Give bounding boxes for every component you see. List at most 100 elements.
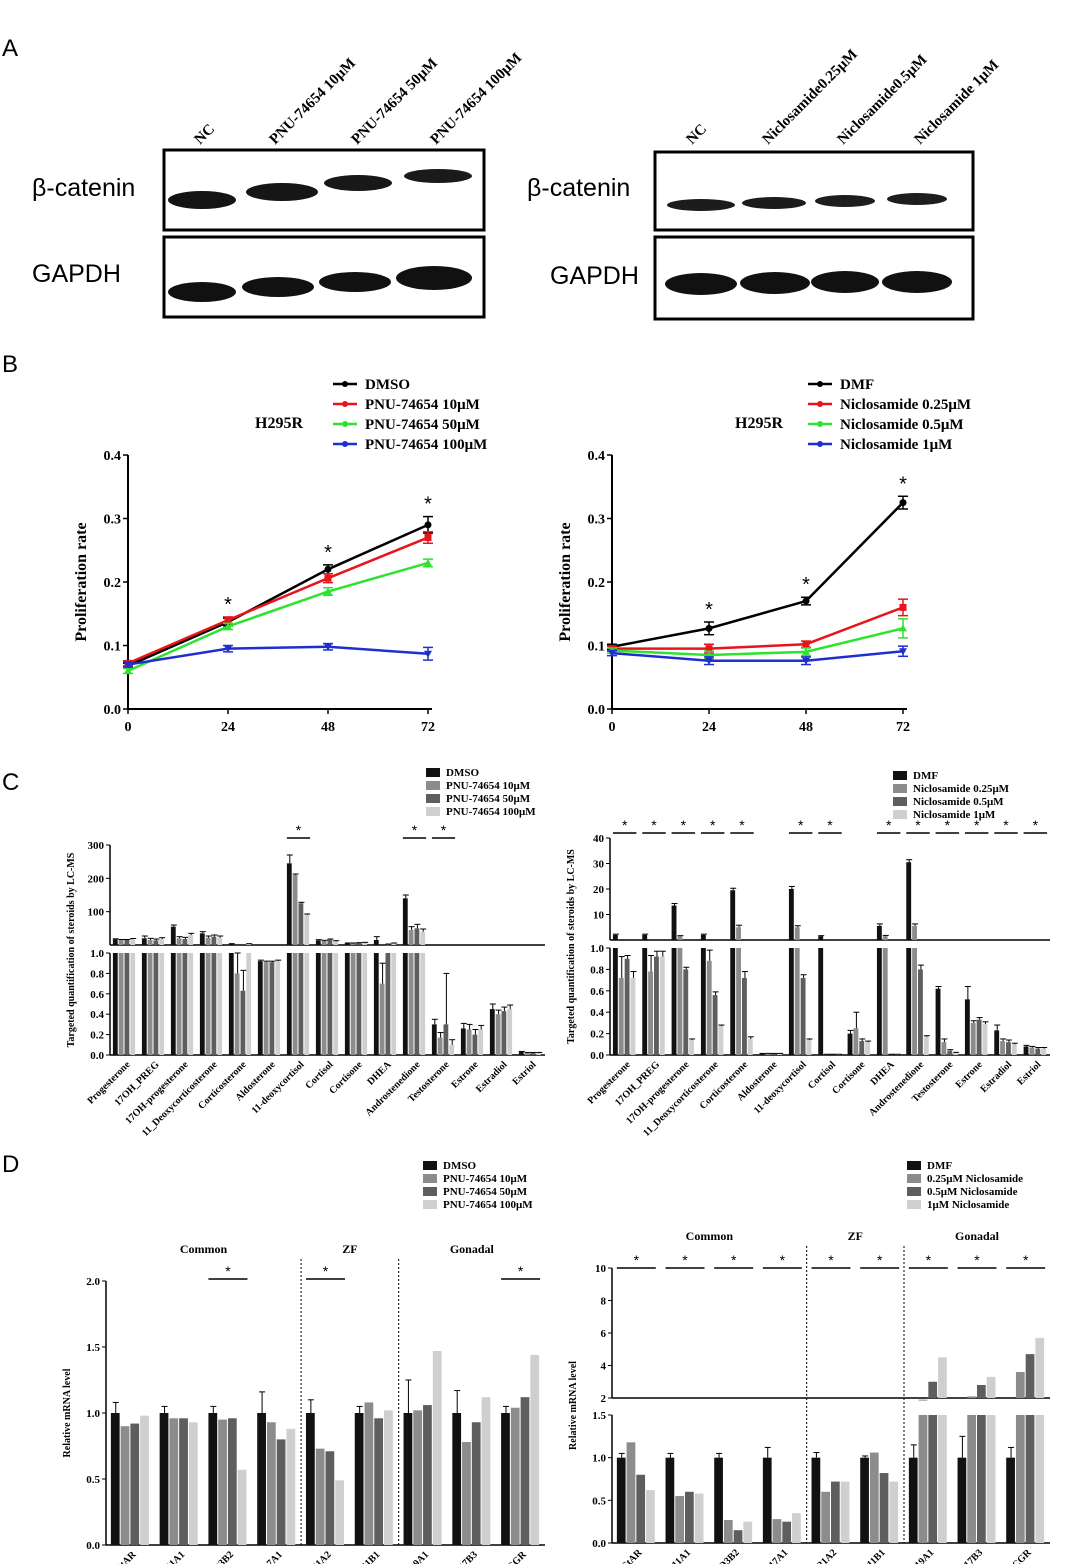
blot-band bbox=[396, 266, 472, 290]
significance-star: * bbox=[224, 594, 232, 616]
category-label: CYP19A1 bbox=[898, 1547, 936, 1564]
bar bbox=[818, 948, 824, 1055]
bar bbox=[333, 941, 339, 945]
bar bbox=[1035, 1415, 1045, 1543]
bar bbox=[373, 953, 379, 1055]
bar bbox=[159, 1413, 169, 1545]
bar bbox=[642, 934, 648, 940]
y-tick-label: 0.5 bbox=[592, 1495, 606, 1507]
bar bbox=[266, 1422, 276, 1545]
data-point bbox=[899, 499, 907, 507]
significance-star: * bbox=[622, 817, 628, 833]
bar bbox=[840, 1481, 850, 1543]
category-label: CYP11A1 bbox=[150, 1549, 188, 1564]
significance-star: * bbox=[827, 817, 833, 833]
bar bbox=[626, 1442, 636, 1543]
bar bbox=[423, 1405, 432, 1545]
bar bbox=[305, 1413, 315, 1545]
bar bbox=[723, 1519, 733, 1543]
bar bbox=[507, 1009, 513, 1055]
bar bbox=[970, 1022, 976, 1055]
legend-marker bbox=[817, 381, 823, 387]
significance-star: * bbox=[828, 1252, 834, 1268]
bar bbox=[374, 1418, 384, 1545]
bar bbox=[495, 1014, 501, 1055]
bar-chart: 0.0 0.2 0.4 0.6 0.8 1.0 100 200 300 Targeted quan… bbox=[66, 767, 545, 1139]
bar bbox=[876, 948, 882, 1055]
bar bbox=[685, 1491, 694, 1543]
bar bbox=[335, 1480, 345, 1545]
bar bbox=[646, 1490, 655, 1543]
bar bbox=[228, 953, 234, 1055]
bar bbox=[327, 939, 333, 945]
y-tick-label: 2.0 bbox=[86, 1276, 100, 1288]
bar bbox=[408, 930, 414, 945]
western-blot-right: NC Niclosamide0.25μM Niclosamide0.5μM Ni… bbox=[527, 47, 1002, 321]
bar bbox=[1023, 1046, 1029, 1055]
category-label: CYP21A2 bbox=[801, 1547, 839, 1564]
data-point bbox=[608, 650, 616, 658]
legend-label: PNU-74654 10μM bbox=[446, 780, 531, 792]
y-tick-label: 0.4 bbox=[588, 449, 606, 464]
bar bbox=[879, 1473, 889, 1543]
y-axis-label: Proliferation rate bbox=[73, 522, 90, 641]
bar bbox=[176, 953, 182, 1055]
bar bbox=[199, 953, 205, 1055]
y-tick-label: 0.0 bbox=[86, 1540, 100, 1552]
blot-lane-label: PNU-74654 50μM bbox=[349, 55, 441, 147]
legend-label: 0.25μM Niclosamide bbox=[927, 1173, 1023, 1185]
bar bbox=[141, 938, 147, 945]
bar bbox=[257, 961, 263, 1055]
bar bbox=[730, 890, 736, 940]
y-axis-label: Targeted quantification of steroids by L… bbox=[566, 849, 577, 1044]
legend-marker bbox=[817, 421, 823, 427]
y-tick-label: 30 bbox=[593, 859, 605, 871]
bar bbox=[977, 1385, 986, 1398]
bar bbox=[675, 1496, 684, 1543]
y-tick-label: 0.0 bbox=[590, 1050, 604, 1062]
y-tick-label: 0.0 bbox=[588, 703, 606, 718]
y-tick-label: 0.3 bbox=[104, 513, 122, 528]
y-tick-label: 6 bbox=[601, 1328, 607, 1340]
category-label: DHEA bbox=[869, 1059, 898, 1088]
blot-band bbox=[319, 272, 391, 292]
bar bbox=[246, 944, 252, 945]
bar bbox=[747, 1038, 753, 1055]
category-label: CYP17A1 bbox=[247, 1549, 285, 1564]
data-point bbox=[124, 661, 132, 669]
blot-band bbox=[882, 271, 952, 293]
group-label: ZF bbox=[342, 1242, 357, 1256]
bar bbox=[782, 1521, 792, 1543]
bar bbox=[112, 939, 118, 945]
bar bbox=[859, 1041, 865, 1055]
bar bbox=[141, 953, 147, 1055]
data-point bbox=[224, 622, 232, 630]
y-axis-label: Targeted quantification of steroids by L… bbox=[66, 852, 77, 1047]
legend-swatch bbox=[893, 784, 907, 793]
bar bbox=[957, 1457, 967, 1543]
bar bbox=[772, 1519, 782, 1543]
bar bbox=[208, 1413, 218, 1545]
bar bbox=[298, 903, 304, 945]
bar bbox=[771, 1053, 777, 1055]
data-point bbox=[705, 624, 713, 632]
legend-label: Niclosamide 1μM bbox=[913, 809, 996, 821]
significance-star: * bbox=[802, 574, 810, 596]
data-point bbox=[324, 574, 332, 582]
bar bbox=[788, 889, 794, 940]
bar bbox=[882, 948, 888, 1055]
bar bbox=[689, 1040, 695, 1055]
significance-star: * bbox=[798, 817, 804, 833]
bar bbox=[124, 940, 130, 945]
data-point bbox=[802, 640, 810, 648]
bar bbox=[443, 1024, 449, 1055]
bar bbox=[811, 1457, 821, 1543]
bar bbox=[536, 1052, 542, 1055]
y-tick-label: 1.0 bbox=[592, 1453, 606, 1465]
blot-lane-label: NC bbox=[192, 121, 219, 148]
bar bbox=[630, 977, 636, 1055]
x-tick-label: 72 bbox=[896, 720, 910, 735]
category-label: HSD17B3 bbox=[947, 1547, 985, 1564]
blot-band bbox=[168, 282, 236, 302]
